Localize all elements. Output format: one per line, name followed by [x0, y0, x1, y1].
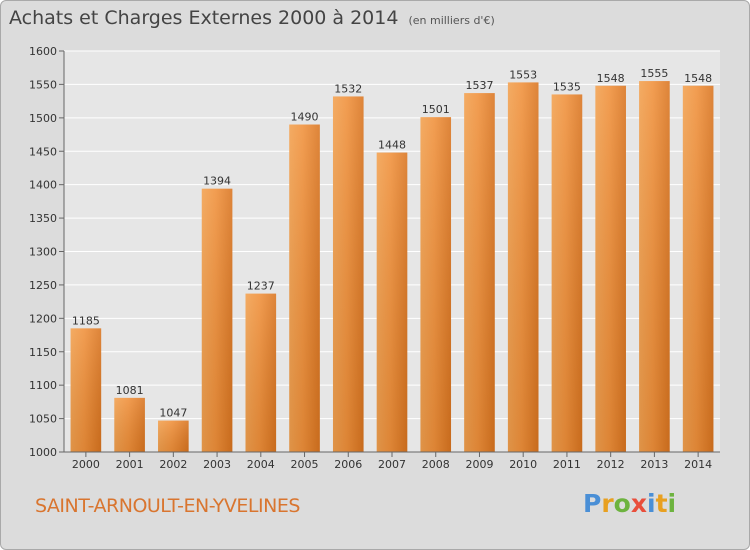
- bar-shade: [70, 328, 102, 452]
- bar-shade: [682, 85, 714, 453]
- y-tick-label: 1100: [29, 379, 57, 392]
- x-tick-label: 2001: [116, 458, 144, 471]
- logo-letter: i: [647, 489, 656, 518]
- data-label: 1548: [597, 72, 625, 85]
- bar-shade: [507, 82, 539, 452]
- proxiti-logo: Proxiti: [583, 489, 676, 518]
- y-tick-label: 1400: [29, 179, 57, 192]
- y-tick-label: 1500: [29, 112, 57, 125]
- bar-shade: [595, 85, 626, 453]
- x-tick-label: 2007: [378, 458, 406, 471]
- data-label: 1553: [509, 68, 537, 81]
- y-tick-label: 1200: [29, 312, 57, 325]
- data-label: 1555: [640, 67, 668, 80]
- y-tick-label: 1350: [29, 212, 57, 225]
- data-label: 1548: [684, 72, 712, 85]
- bar-shade: [420, 117, 452, 452]
- data-label: 1185: [72, 314, 100, 327]
- x-tick-label: 2013: [640, 458, 668, 471]
- x-tick-label: 2005: [291, 458, 319, 471]
- y-tick-label: 1450: [29, 145, 57, 158]
- bar-shade: [201, 188, 233, 452]
- y-tick-label: 1150: [29, 346, 57, 359]
- bar-shade: [332, 96, 364, 453]
- data-label: 1501: [422, 103, 450, 116]
- bar-shade: [376, 152, 408, 452]
- x-tick-label: 2008: [422, 458, 450, 471]
- data-label: 1237: [247, 280, 275, 293]
- y-tick-label: 1300: [29, 246, 57, 259]
- x-tick-label: 2002: [159, 458, 187, 471]
- x-tick-label: 2012: [597, 458, 625, 471]
- data-label: 1535: [553, 80, 581, 93]
- logo-letter: o: [613, 489, 631, 518]
- data-label: 1490: [291, 111, 319, 124]
- logo-letter: r: [601, 489, 614, 518]
- chart-subtitle: (en milliers d'€): [408, 14, 495, 27]
- logo-letter: t: [655, 489, 668, 518]
- x-tick-label: 2010: [509, 458, 537, 471]
- x-tick-label: 2011: [553, 458, 581, 471]
- x-tick-label: 2004: [247, 458, 275, 471]
- chart-title-text: Achats et Charges Externes 2000 à 2014: [9, 7, 399, 29]
- data-label: 1448: [378, 139, 406, 152]
- x-tick-label: 2014: [684, 458, 712, 471]
- logo-letter: P: [583, 489, 602, 518]
- bar-shade: [639, 81, 670, 452]
- place-name: SAINT-ARNOULT-EN-YVELINES: [35, 495, 300, 517]
- y-tick-label: 1050: [29, 413, 57, 426]
- bar-shade: [245, 293, 277, 452]
- x-tick-label: 2000: [72, 458, 100, 471]
- bar-shade: [114, 397, 145, 452]
- data-label: 1537: [465, 79, 493, 92]
- data-label: 1532: [334, 82, 362, 95]
- bar-shade: [158, 420, 189, 452]
- bar-shade: [551, 94, 583, 453]
- bar-shade: [289, 124, 320, 453]
- chart-title: Achats et Charges Externes 2000 à 2014 (e…: [9, 7, 495, 29]
- logo-letter: x: [630, 489, 647, 518]
- x-tick-label: 2009: [465, 458, 493, 471]
- y-tick-label: 1250: [29, 279, 57, 292]
- data-label: 1047: [159, 407, 187, 420]
- y-tick-label: 1600: [29, 45, 57, 58]
- data-label: 1081: [116, 384, 144, 397]
- data-label: 1394: [203, 175, 231, 188]
- logo-letter: i: [667, 489, 677, 518]
- y-tick-label: 1000: [29, 446, 57, 459]
- x-tick-label: 2006: [334, 458, 362, 471]
- bar-shade: [464, 93, 495, 452]
- y-tick-label: 1550: [29, 78, 57, 91]
- x-tick-label: 2003: [203, 458, 231, 471]
